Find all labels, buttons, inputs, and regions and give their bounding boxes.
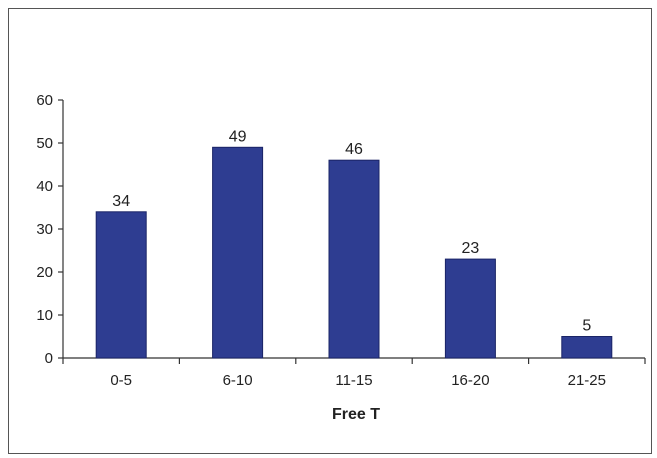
x-axis-title: Free T (332, 406, 380, 423)
y-tick-label: 50 (36, 135, 53, 152)
y-tick-label: 40 (36, 178, 53, 195)
y-tick-label: 10 (36, 307, 53, 324)
y-axis: 0 10 20 30 40 50 60 (36, 92, 64, 367)
x-tick-label: 0-5 (110, 372, 132, 389)
data-label: 5 (582, 318, 591, 335)
data-label: 46 (345, 141, 363, 158)
y-tick-label: 20 (36, 264, 53, 281)
x-tick-label: 16-20 (451, 372, 489, 389)
y-tick-label: 0 (45, 350, 53, 367)
bar (95, 211, 147, 359)
bar (212, 146, 264, 359)
data-label: 23 (462, 240, 480, 257)
x-tick-label: 21-25 (568, 372, 606, 389)
y-tick-label: 60 (36, 92, 53, 109)
x-tick-label: 6-10 (223, 372, 253, 389)
y-tick-label: 30 (36, 221, 53, 238)
bar-series (95, 146, 613, 359)
bar (444, 258, 496, 359)
x-axis: 0-5 6-10 11-15 16-20 21-25 (62, 357, 646, 389)
bar (561, 336, 613, 359)
data-label: 34 (112, 193, 130, 210)
x-tick-label: 11-15 (335, 372, 372, 389)
data-labels: 34 49 46 23 5 (112, 128, 591, 334)
bar (328, 159, 380, 359)
data-label: 49 (229, 128, 247, 145)
